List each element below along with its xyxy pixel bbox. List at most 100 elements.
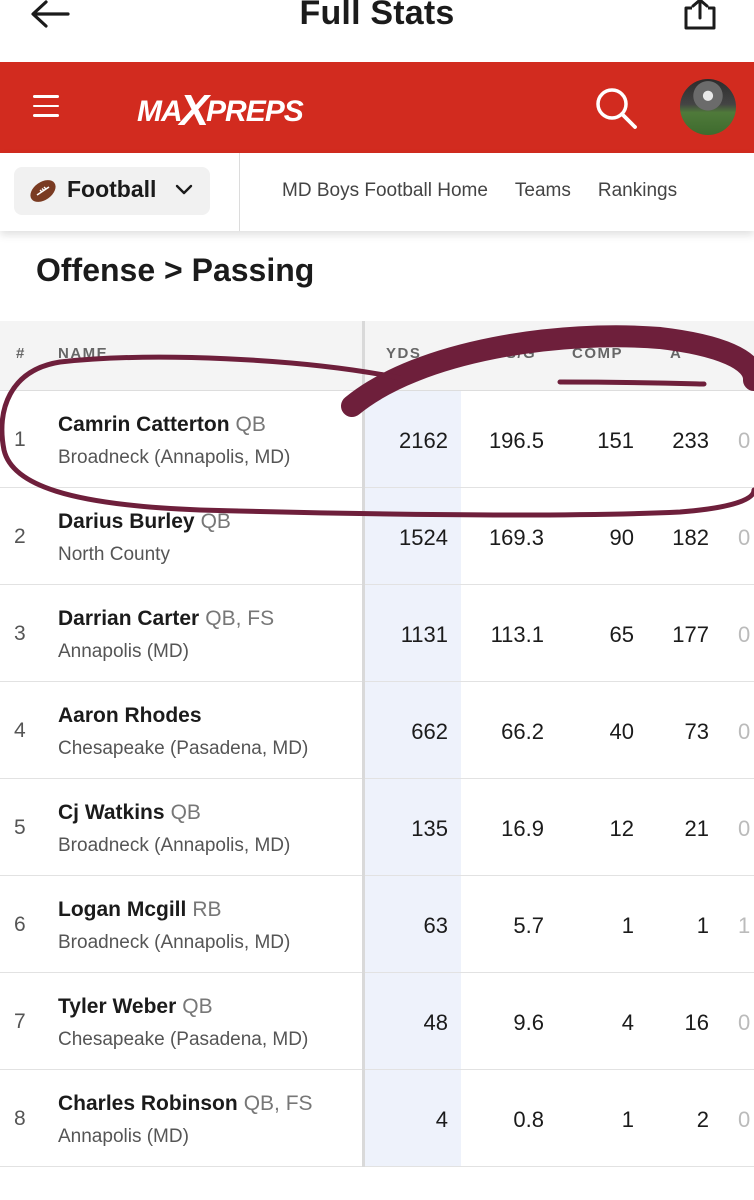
cell-att: 73 xyxy=(684,719,709,744)
search-icon[interactable] xyxy=(594,86,638,130)
header-name[interactable]: NAME xyxy=(58,345,109,362)
cell-ydsg: 113.1 xyxy=(490,622,544,647)
cell-att: 16 xyxy=(684,1010,709,1035)
player-school[interactable]: Broadneck (Annapolis, MD) xyxy=(58,835,291,856)
player-name[interactable]: Camrin Catterton QB xyxy=(58,413,266,436)
maxpreps-logo[interactable]: MAXPREPS xyxy=(137,86,304,135)
cell-comp: 90 xyxy=(609,525,634,550)
football-icon xyxy=(30,180,56,202)
sport-nav-row: Football MD Boys Football Home Teams Ranki… xyxy=(0,153,754,231)
player-school[interactable]: North County xyxy=(58,544,170,565)
table-row[interactable]: 2 Darius Burley QB North County 1524 169.… xyxy=(0,488,754,585)
cell-ydsg: 169.3 xyxy=(488,525,544,550)
cell-comp: 65 xyxy=(609,622,634,647)
cell-att: 2 xyxy=(696,1107,709,1132)
cell-comp: 151 xyxy=(597,428,634,453)
arrow-left-icon[interactable] xyxy=(28,0,72,34)
cell-yds: 63 xyxy=(423,913,448,938)
cell-next: 0 xyxy=(738,525,751,550)
hamburger-menu-icon[interactable] xyxy=(33,95,59,117)
page-title: Full Stats xyxy=(299,0,455,32)
cell-yds: 4 xyxy=(435,1107,448,1132)
player-position: QB xyxy=(170,801,201,824)
cell-ydsg: 0.8 xyxy=(513,1107,544,1132)
cell-next: 1 xyxy=(738,913,751,938)
share-icon[interactable] xyxy=(682,0,718,30)
nav-link-rankings[interactable]: Rankings xyxy=(597,180,678,201)
player-name[interactable]: Logan Mcgill RB xyxy=(58,898,222,921)
cell-comp: 12 xyxy=(609,816,634,841)
sport-dropdown[interactable]: Football xyxy=(14,167,210,215)
row-rank: 1 xyxy=(14,428,26,451)
player-school[interactable]: Chesapeake (Pasadena, MD) xyxy=(58,1029,309,1050)
table-row[interactable]: 5 Cj Watkins QB Broadneck (Annapolis, MD)… xyxy=(0,779,754,876)
table-row[interactable]: 3 Darrian Carter QB, FS Annapolis (MD) 11… xyxy=(0,585,754,682)
avatar[interactable] xyxy=(680,79,736,135)
table-header: # NAME YDS YDS/G COMP A xyxy=(0,321,754,391)
cell-yds: 2162 xyxy=(399,428,448,453)
nav-link-teams[interactable]: Teams xyxy=(514,180,571,201)
player-school[interactable]: Annapolis (MD) xyxy=(58,641,189,662)
cell-ydsg: 66.2 xyxy=(501,719,544,744)
cell-att: 1 xyxy=(696,913,709,938)
cell-ydsg: 16.9 xyxy=(501,816,544,841)
cell-ydsg: 5.7 xyxy=(513,913,544,938)
cell-att: 182 xyxy=(672,525,709,550)
nav-links: MD Boys Football Home Teams Rankings xyxy=(282,180,704,202)
cell-next: 0 xyxy=(738,622,751,647)
header-comp[interactable]: COMP xyxy=(572,345,623,362)
player-school[interactable]: Broadneck (Annapolis, MD) xyxy=(58,932,291,953)
row-rank: 5 xyxy=(14,816,26,839)
cell-ydsg: 196.5 xyxy=(488,428,544,453)
cell-next: 0 xyxy=(738,1107,751,1132)
player-name[interactable]: Tyler Weber QB xyxy=(58,995,213,1018)
player-school[interactable]: Annapolis (MD) xyxy=(58,1126,189,1147)
header-att[interactable]: A xyxy=(670,345,683,362)
player-name[interactable]: Charles Robinson QB, FS xyxy=(58,1092,313,1115)
cell-comp: 4 xyxy=(621,1010,634,1035)
brand-bar: MAXPREPS xyxy=(0,62,754,153)
table-row[interactable]: 8 Charles Robinson QB, FS Annapolis (MD) … xyxy=(0,1070,754,1167)
header-yds[interactable]: YDS xyxy=(386,345,422,362)
cell-yds: 135 xyxy=(411,816,448,841)
cell-ydsg: 9.6 xyxy=(513,1010,544,1035)
player-position: RB xyxy=(192,898,222,921)
table-row[interactable]: 4 Aaron Rhodes Chesapeake (Pasadena, MD)… xyxy=(0,682,754,779)
player-position: QB, FS xyxy=(205,607,275,630)
cell-next: 0 xyxy=(738,428,751,453)
stats-table: # NAME YDS YDS/G COMP A 1 Camrin Cattert… xyxy=(0,321,754,1167)
cell-att: 177 xyxy=(672,622,709,647)
cell-yds: 1524 xyxy=(399,525,448,550)
player-position: QB xyxy=(200,510,231,533)
cell-comp: 40 xyxy=(609,719,634,744)
row-rank: 2 xyxy=(14,525,26,548)
row-rank: 8 xyxy=(14,1107,26,1130)
cell-att: 21 xyxy=(684,816,709,841)
table-row[interactable]: 1 Camrin Catterton QB Broadneck (Annapoli… xyxy=(0,391,754,488)
player-position: QB, FS xyxy=(243,1092,313,1115)
row-rank: 4 xyxy=(14,719,26,742)
player-name[interactable]: Cj Watkins QB xyxy=(58,801,201,824)
cell-yds: 1131 xyxy=(400,622,448,647)
player-position: QB xyxy=(235,413,266,436)
frozen-column-divider xyxy=(362,321,365,1167)
player-position: QB xyxy=(182,995,213,1018)
player-school[interactable]: Chesapeake (Pasadena, MD) xyxy=(58,738,309,759)
player-name[interactable]: Darius Burley QB xyxy=(58,510,231,533)
cell-next: 0 xyxy=(738,1010,751,1035)
player-name[interactable]: Darrian Carter QB, FS xyxy=(58,607,275,630)
table-row[interactable]: 7 Tyler Weber QB Chesapeake (Pasadena, MD… xyxy=(0,973,754,1070)
cell-yds: 48 xyxy=(423,1010,448,1035)
cell-yds: 662 xyxy=(411,719,448,744)
header-ydsg[interactable]: YDS/G xyxy=(482,345,537,362)
table-row[interactable]: 6 Logan Mcgill RB Broadneck (Annapolis, M… xyxy=(0,876,754,973)
header-rank[interactable]: # xyxy=(16,345,26,362)
top-app-bar: Full Stats xyxy=(0,0,754,60)
player-school[interactable]: Broadneck (Annapolis, MD) xyxy=(58,447,291,468)
section-title: Offense > Passing xyxy=(36,252,315,288)
nav-link-home[interactable]: MD Boys Football Home xyxy=(282,180,488,201)
player-name[interactable]: Aaron Rhodes xyxy=(58,704,202,727)
cell-comp: 1 xyxy=(621,913,634,938)
cell-next: 0 xyxy=(738,719,751,744)
cell-att: 233 xyxy=(672,428,709,453)
